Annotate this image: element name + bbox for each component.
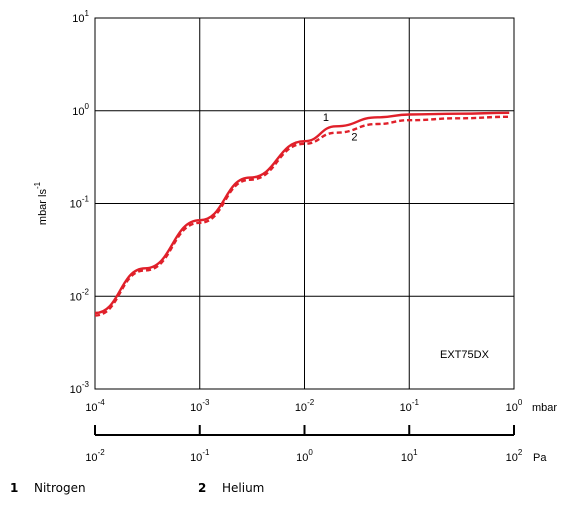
x-tick-label-mbar: 10-1 (400, 398, 420, 414)
legend-label: Nitrogen (34, 481, 86, 495)
series-label-2: 2 (351, 131, 357, 143)
x-tick-label-mbar: 100 (506, 398, 523, 414)
y-axis-label: mbar ls-1 (33, 181, 49, 225)
series-line-1 (94, 111, 510, 315)
series-label-1: 1 (323, 112, 329, 124)
x-tick-label-pa: 100 (296, 448, 313, 464)
y-tick-label: 100 (72, 102, 89, 118)
x-tick-label-pa: 101 (401, 448, 418, 464)
x-tick-label-mbar: 10-3 (190, 398, 210, 414)
chart: 10-3 10-2 10-1 100 101 10-4 10-3 10-2 10-1 100 mba… (33, 9, 557, 464)
legend-label: Helium (222, 481, 265, 495)
series-line-2 (94, 115, 510, 317)
x-tick-label-pa: 102 (506, 448, 523, 464)
x-axis-unit-pa: Pa (533, 452, 547, 464)
y-tick-label: 101 (72, 9, 89, 25)
grid (95, 18, 514, 389)
x-axis-unit-mbar: mbar (532, 402, 557, 414)
y-tick-label: 10-1 (70, 195, 90, 211)
legend-item-1: 1 Nitrogen (10, 481, 86, 495)
pa-axis: 10-2 10-1 100 101 102 Pa (85, 425, 547, 464)
y-tick-label: 10-2 (70, 287, 90, 303)
legend-number: 1 (10, 481, 19, 495)
legend-item-2: 2 Helium (198, 481, 264, 495)
labels-layer: 10-3 10-2 10-1 100 101 10-4 10-3 10-2 10-1 100 mba… (33, 9, 557, 414)
x-tick-label-pa: 10-2 (85, 448, 105, 464)
y-tick-label: 10-3 (70, 380, 90, 396)
x-tick-label-pa: 10-1 (190, 448, 210, 464)
legend-number: 2 (198, 481, 207, 495)
x-tick-label-mbar: 10-2 (295, 398, 315, 414)
device-annotation: EXT75DX (440, 349, 490, 361)
x-tick-label-mbar: 10-4 (85, 398, 105, 414)
series-layer (94, 111, 510, 317)
